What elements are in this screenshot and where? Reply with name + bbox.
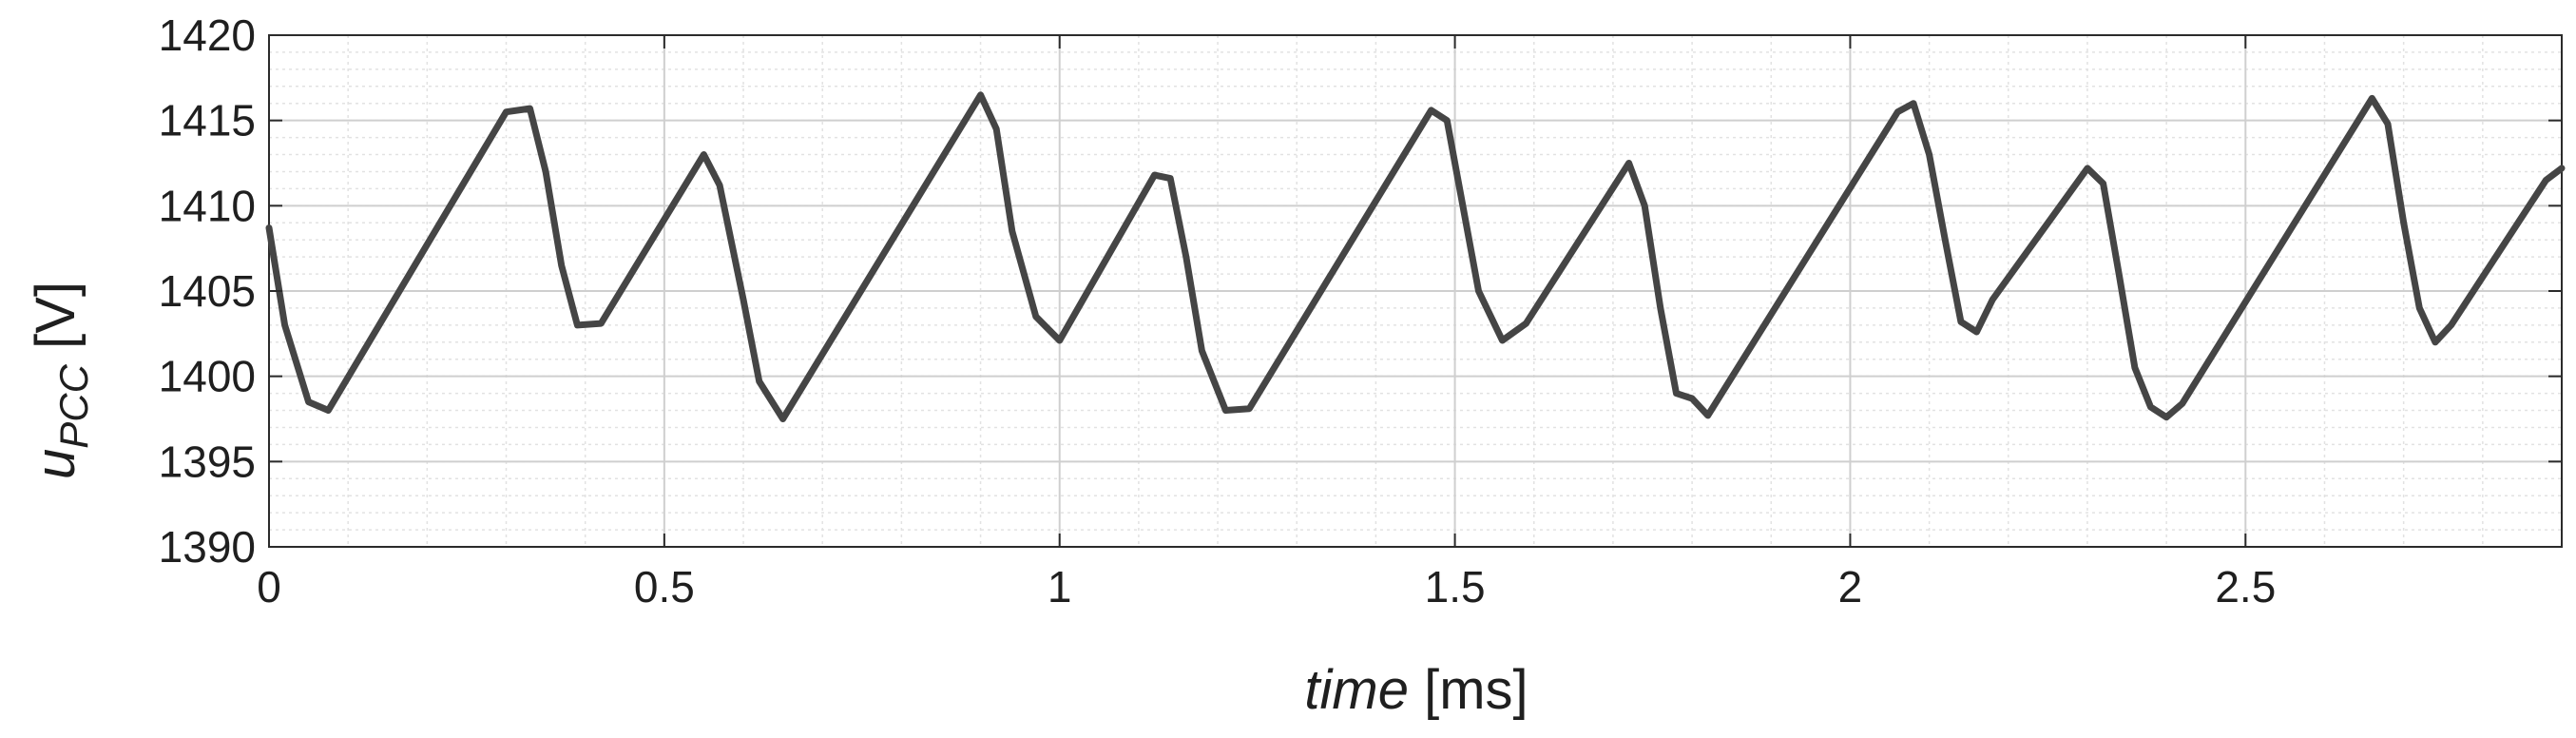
y-tick-label: 1390 [159,522,256,572]
x-tick-label: 1 [1048,562,1072,612]
y-tick-label: 1420 [159,10,256,60]
y-tick-label: 1400 [159,352,256,401]
x-tick-label: 0 [257,562,281,612]
x-tick-label: 2.5 [2215,562,2276,612]
x-tick-label: 2 [1838,562,1863,612]
y-tick-label: 1415 [159,96,256,146]
y-axis-label-var: u [25,449,87,479]
axis-ticks: 0 0.5 1 1.5 2 2.5 1390 1395 1400 1405 1410 1415 1420 [159,10,2562,612]
x-axis-label-var: time [1304,659,1409,721]
y-axis-label-unit: [V] [25,282,87,349]
y-tick-label: 1395 [159,437,256,486]
x-axis-label-unit-sep [1409,659,1424,721]
x-axis-label-unit: [ms] [1424,659,1528,721]
y-tick-label: 1405 [159,266,256,316]
y-axis-label-sub: PCC [51,363,96,448]
grid-lines [268,34,2563,548]
x-tick-label: 0.5 [634,562,695,612]
y-axis-label: uPCC [V] [25,282,96,479]
y-tick-label: 1410 [159,181,256,230]
x-axis-label: time [ms] [1304,659,1528,721]
series-group [265,91,2566,422]
y-axis-label-unit-sep [25,349,87,364]
x-tick-label: 1.5 [1425,562,1486,612]
series-line-upcc [265,91,2566,422]
